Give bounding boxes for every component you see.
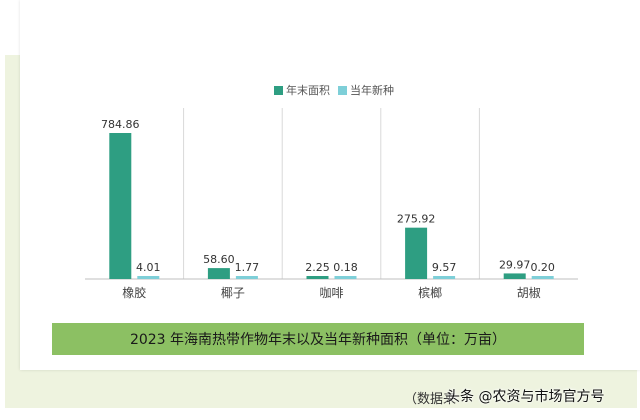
- bar-year-end: [306, 276, 329, 279]
- data-label: 784.86: [101, 118, 140, 131]
- data-label: 9.57: [432, 261, 457, 274]
- legend-label-year-end: 年末面积: [286, 84, 330, 97]
- bar-year-end: [109, 133, 132, 279]
- category-label: 槟榔: [418, 285, 442, 300]
- data-label: 58.60: [203, 253, 235, 266]
- category-label: 椰子: [221, 285, 245, 300]
- source-note: （数据来: [404, 392, 457, 407]
- bar-year-end: [503, 273, 526, 279]
- category-label: 胡椒: [517, 286, 541, 300]
- data-label: 2.25: [305, 261, 330, 274]
- bar-new-planting: [137, 276, 160, 279]
- data-label: 1.77: [235, 261, 260, 274]
- chart-title: 2023 年海南热带作物年末以及当年新种面积（单位：万亩）: [129, 332, 507, 348]
- bar-new-planting: [235, 276, 258, 279]
- bar-new-planting: [433, 276, 456, 279]
- legend-item-new-planting: 当年新种: [338, 82, 394, 98]
- data-label: 275.92: [397, 213, 436, 226]
- chart-title-bar: 2023 年海南热带作物年末以及当年新种面积（单位：万亩）: [52, 323, 584, 355]
- legend-item-year-end: 年末面积: [274, 82, 330, 98]
- data-label: 0.18: [333, 261, 358, 274]
- data-label: 4.01: [136, 261, 161, 274]
- legend-label-new-planting: 当年新种: [350, 84, 394, 97]
- legend-swatch-year-end: [274, 85, 283, 95]
- legend-swatch-new-planting: [338, 85, 347, 95]
- legend: 年末面积 当年新种: [274, 82, 402, 98]
- category-label: 咖啡: [319, 285, 343, 300]
- bar-new-planting: [334, 276, 357, 279]
- data-label: 0.20: [530, 261, 555, 274]
- watermark-text: 头条 @农资与市场官方号: [446, 389, 605, 405]
- bar-new-planting: [531, 276, 554, 279]
- category-label: 橡胶: [122, 285, 146, 300]
- bar-year-end: [405, 227, 428, 279]
- bar-year-end: [207, 268, 230, 279]
- data-label: 29.97: [499, 258, 531, 271]
